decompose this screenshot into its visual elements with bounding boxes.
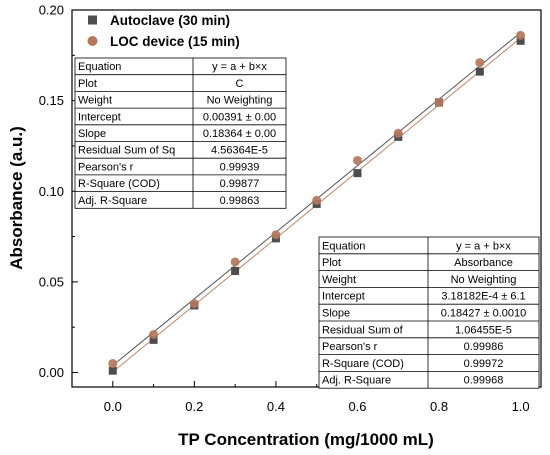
y-tick-label: 0.00	[39, 365, 64, 380]
axis-ticks: 0.0 0.2 0.4 0.6 0.8 1.0 0.00 0.05 0.10 0.15 0.20	[39, 3, 530, 415]
fit-table-value: y = a + b×x	[212, 61, 267, 73]
x-tick-label: 0.6	[348, 399, 366, 414]
fit-table-key: Plot	[78, 78, 97, 90]
fit-table-key: Slope	[322, 308, 350, 320]
fit-table-key: Pearson's r	[78, 161, 134, 173]
fit-table-value: y = a + b×x	[456, 240, 511, 252]
fit-table-key: Weight	[322, 274, 356, 286]
fit-table-frame	[74, 57, 287, 209]
legend-label: Autoclave (30 min)	[110, 13, 230, 28]
data-point-circle	[393, 128, 403, 138]
fit-table-key: Residual Sum of	[322, 324, 404, 336]
fit-tables: Equation y = a + b×x Plot C Weight No Weighti…	[74, 57, 540, 389]
fit-table-value: 1.06455E-5	[455, 324, 512, 336]
fit-table-key: Slope	[78, 128, 106, 140]
legend-marker-circle	[87, 36, 98, 46]
plot-frame	[71, 9, 542, 388]
fit-table: Equation y = a + b×x Plot Absorbance Weight N…	[318, 236, 540, 389]
data-point-circle	[434, 97, 444, 107]
fit-table-value: 0.99972	[464, 358, 504, 370]
data-point-circle	[108, 358, 118, 368]
fit-table-key: Equation	[322, 240, 365, 252]
x-tick-label: 1.0	[512, 399, 530, 414]
y-tick-label: 0.05	[39, 274, 64, 289]
data-point-circle	[230, 257, 240, 267]
fit-table-value: 3.18182E-4 ± 6.1	[441, 291, 525, 303]
fit-table: Equation y = a + b×x Plot C Weight No Weighti…	[74, 57, 287, 209]
fit-table-value: 0.00391 ± 0.00	[203, 111, 276, 123]
data-point-circle	[475, 58, 485, 68]
y-tick-label: 0.10	[39, 184, 64, 199]
fit-table-value: 0.99863	[220, 195, 260, 207]
fit-table-key: Intercept	[78, 111, 121, 123]
data-point-square	[149, 335, 158, 344]
fit-table-key: Weight	[78, 95, 112, 107]
y-tick-label: 0.15	[39, 93, 64, 108]
fit-table-key: Residual Sum of Sq	[78, 145, 175, 157]
y-tick-label: 0.20	[39, 3, 64, 18]
data-point-circle	[312, 195, 322, 205]
fit-table-value: 0.18427 ± 0.0010	[441, 308, 527, 320]
fit-table-key: Intercept	[322, 291, 365, 303]
data-point-square	[516, 36, 525, 45]
fit-table-frame	[318, 236, 540, 389]
x-axis-title: TP Concentration (mg/1000 mL)	[178, 430, 434, 449]
data-point-square	[475, 67, 484, 76]
fit-table-key: Adj. R-Square	[322, 375, 391, 387]
data-point-circle	[149, 329, 159, 339]
legend-label: LOC device (15 min)	[110, 34, 240, 49]
y-axis-title: Absorbance (a.u.)	[7, 126, 26, 270]
data-point-circle	[516, 30, 526, 40]
fit-table-value: 0.99877	[220, 178, 260, 190]
fit-table-value: Absorbance	[454, 257, 513, 269]
x-tick-label: 0.0	[104, 399, 122, 414]
data-point-square	[108, 366, 117, 375]
data-point-circle	[352, 155, 362, 165]
fit-table-value: 4.56364E-5	[211, 145, 268, 157]
data-point-square	[231, 267, 240, 275]
fit-table-value: 0.99986	[464, 341, 504, 353]
legend-marker-square	[88, 15, 97, 25]
data-point-circle	[189, 299, 199, 309]
fit-table-value: No Weighting	[207, 95, 273, 107]
x-tick-label: 0.4	[267, 399, 285, 414]
fit-table-value: 0.99939	[220, 161, 260, 173]
data-points	[108, 30, 526, 375]
fit-table-key: Pearson's r	[322, 341, 378, 353]
x-tick-label: 0.8	[430, 399, 448, 414]
fit-table-value: 0.18364 ± 0.00	[203, 128, 276, 140]
fit-table-value: No Weighting	[451, 274, 517, 286]
fit-table-key: Equation	[78, 61, 121, 73]
fit-table-value: 0.99968	[464, 375, 504, 387]
fit-table-key: Plot	[322, 257, 341, 269]
x-tick-label: 0.2	[185, 399, 203, 414]
fit-table-key: R-Square (COD)	[322, 358, 404, 370]
data-point-circle	[271, 230, 281, 240]
fit-table-key: R-Square (COD)	[78, 178, 160, 190]
data-point-square	[353, 169, 362, 178]
fit-table-value: C	[236, 78, 244, 90]
fit-table-key: Adj. R-Square	[78, 195, 147, 207]
legend: Autoclave (30 min) LOC device (15 min)	[87, 13, 240, 49]
